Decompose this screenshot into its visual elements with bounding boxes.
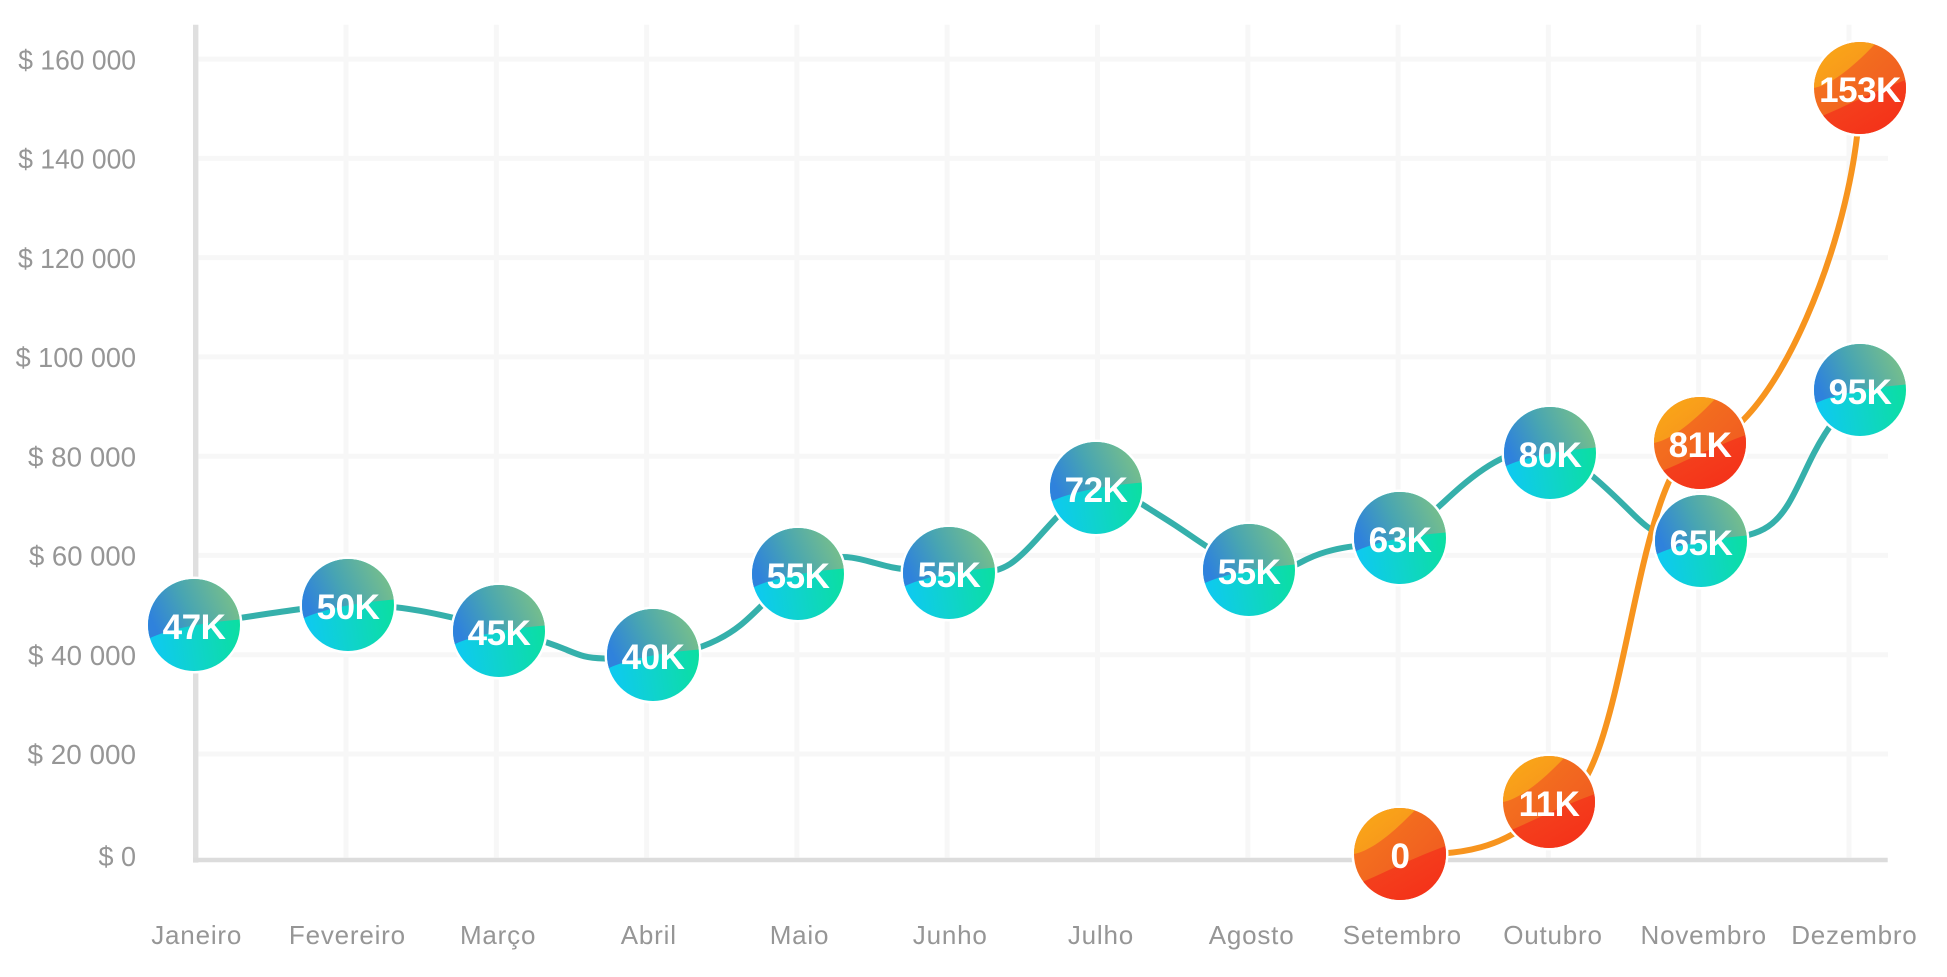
svg-text:Novembro: Novembro bbox=[1641, 920, 1767, 950]
svg-text:45K: 45K bbox=[468, 614, 531, 653]
svg-text:80K: 80K bbox=[1519, 436, 1582, 475]
svg-text:Março: Março bbox=[460, 920, 536, 950]
svg-text:Fevereiro: Fevereiro bbox=[289, 920, 406, 950]
svg-text:95K: 95K bbox=[1829, 373, 1892, 412]
svg-text:11K: 11K bbox=[1519, 785, 1580, 824]
svg-text:$ 160 000: $ 160 000 bbox=[18, 44, 136, 75]
svg-text:40K: 40K bbox=[622, 638, 685, 677]
svg-text:63K: 63K bbox=[1369, 521, 1432, 560]
svg-text:Dezembro: Dezembro bbox=[1791, 920, 1917, 950]
svg-text:Maio: Maio bbox=[770, 920, 830, 950]
svg-text:65K: 65K bbox=[1670, 524, 1733, 563]
svg-text:153K: 153K bbox=[1819, 71, 1901, 110]
svg-text:$ 80 000: $ 80 000 bbox=[28, 441, 136, 472]
svg-text:Janeiro: Janeiro bbox=[151, 920, 242, 950]
svg-text:$ 20 000: $ 20 000 bbox=[28, 739, 137, 770]
svg-text:$ 40 000: $ 40 000 bbox=[28, 640, 136, 671]
svg-text:0: 0 bbox=[1391, 837, 1410, 876]
svg-text:55K: 55K bbox=[918, 556, 981, 595]
svg-text:50K: 50K bbox=[317, 588, 380, 627]
svg-text:Junho: Junho bbox=[913, 920, 988, 950]
svg-text:47K: 47K bbox=[163, 608, 226, 647]
svg-text:55K: 55K bbox=[1218, 553, 1281, 592]
svg-text:72K: 72K bbox=[1065, 471, 1128, 510]
svg-text:$ 60 000: $ 60 000 bbox=[29, 541, 136, 572]
svg-text:$ 120 000: $ 120 000 bbox=[18, 243, 136, 274]
svg-text:Outubro: Outubro bbox=[1503, 920, 1603, 950]
svg-text:81K: 81K bbox=[1669, 426, 1732, 465]
svg-text:Agosto: Agosto bbox=[1209, 920, 1295, 950]
svg-text:Setembro: Setembro bbox=[1343, 920, 1462, 950]
svg-text:Abril: Abril bbox=[621, 920, 677, 950]
svg-text:$ 140 000: $ 140 000 bbox=[18, 144, 136, 175]
svg-text:55K: 55K bbox=[767, 557, 830, 596]
svg-text:Julho: Julho bbox=[1068, 920, 1134, 950]
svg-text:$ 0: $ 0 bbox=[99, 841, 137, 872]
svg-text:$ 100 000: $ 100 000 bbox=[16, 342, 136, 373]
